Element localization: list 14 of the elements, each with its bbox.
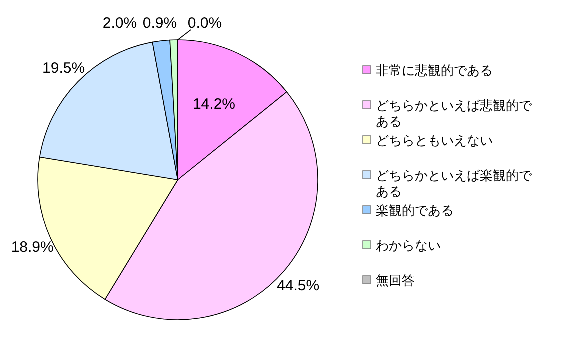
data-label: 14.2%	[192, 96, 236, 114]
legend-label: わからない	[376, 238, 441, 253]
legend-label: 無回答	[376, 273, 415, 288]
legend-label: どちらともいえない	[376, 133, 493, 148]
legend-label: どちらかといえば悲観的である	[376, 98, 533, 129]
data-label: 18.9%	[11, 238, 54, 256]
text: 0.0%	[188, 15, 222, 32]
legend-label: 非常に悲観的である	[376, 63, 493, 78]
data-label: 2.0%	[102, 15, 138, 32]
data-label: 19.5%	[42, 60, 86, 77]
data-label: 0.9%	[142, 15, 178, 32]
legend-label: 楽観的である	[376, 203, 454, 218]
data-label: 44.5%	[277, 277, 320, 294]
legend-label: どちらかといえば楽観的である	[376, 168, 533, 199]
